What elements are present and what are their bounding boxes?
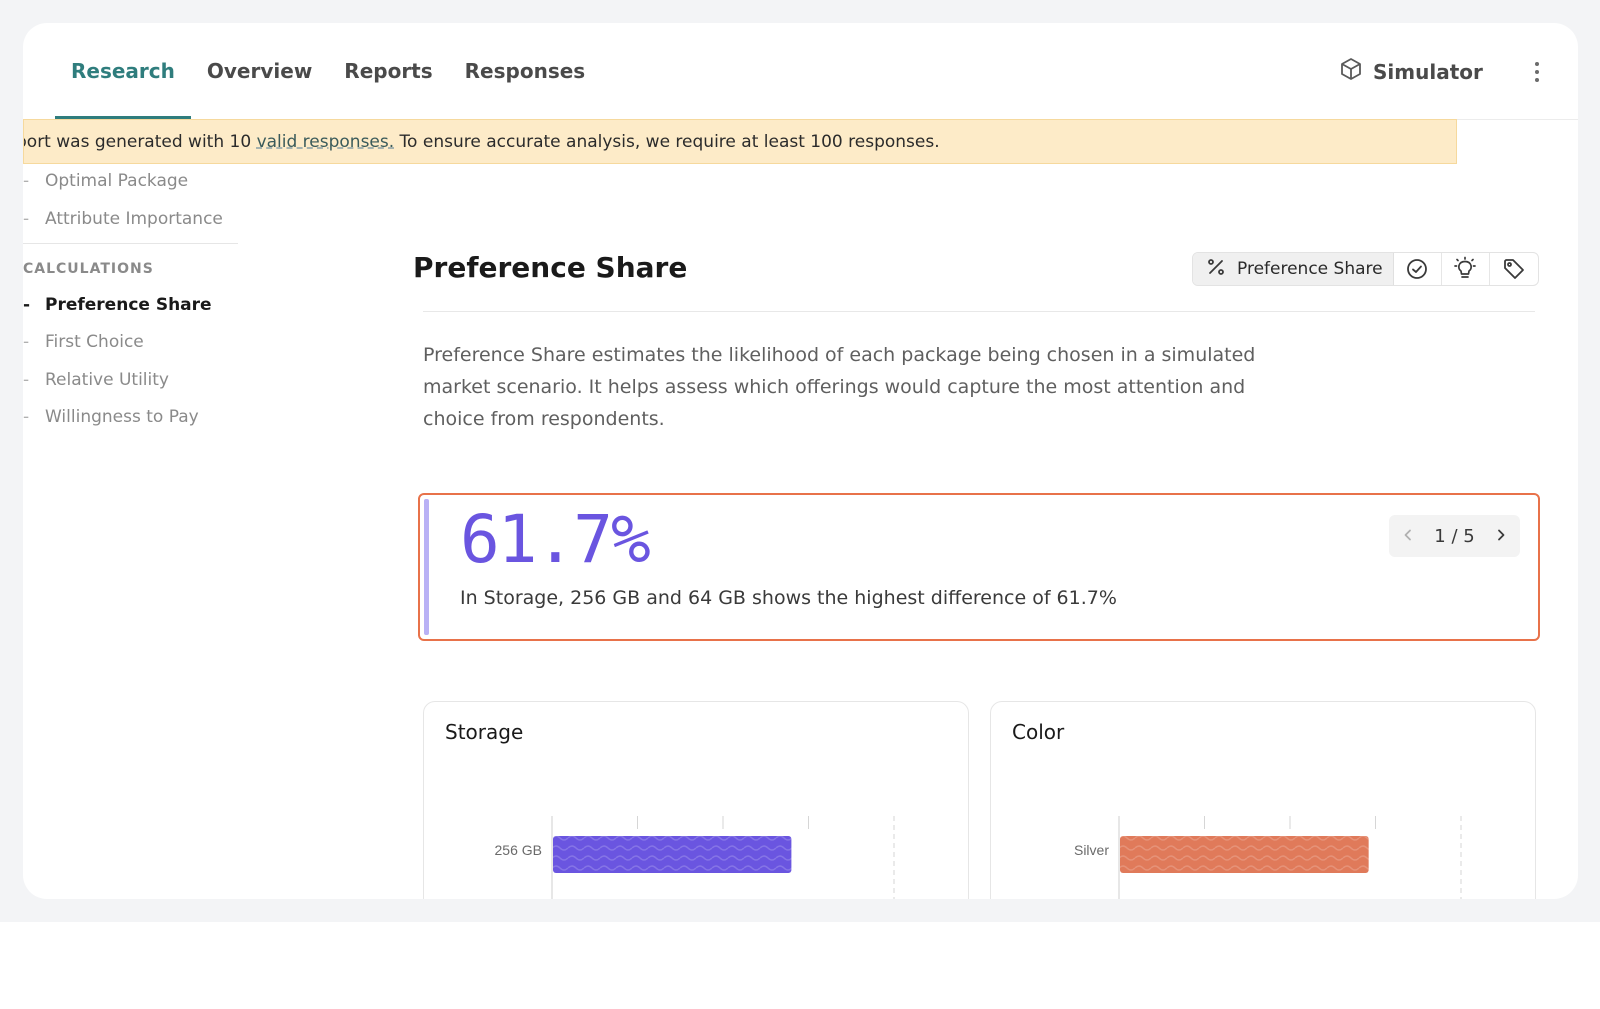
- check-circle-icon[interactable]: [1394, 253, 1442, 285]
- lightbulb-icon[interactable]: [1442, 253, 1490, 285]
- description-text: Preference Share estimates the likelihoo…: [423, 344, 1256, 430]
- chevron-left-icon[interactable]: [1401, 526, 1415, 547]
- view-toolbar: Preference Share: [1192, 252, 1539, 286]
- simulator-button[interactable]: Simulator: [1339, 57, 1483, 86]
- sidebar-item-label: First Choice: [45, 332, 144, 352]
- banner-text-start: port was generated with 10: [23, 131, 257, 152]
- chart-title: Storage: [445, 720, 524, 744]
- insight-value: 61.7%: [460, 501, 651, 578]
- category-label: 256 GB: [495, 842, 542, 858]
- sidebar-item-label: Optimal Package: [45, 171, 189, 191]
- color-chart: Silver: [1074, 816, 1462, 899]
- cube-icon: [1339, 57, 1363, 86]
- chart-title: Color: [1012, 720, 1065, 744]
- insight-accent-bar: [424, 499, 429, 635]
- sidebar-item-label: Attribute Importance: [45, 209, 223, 229]
- title-divider: [423, 311, 1535, 312]
- preference-share-view-label: Preference Share: [1237, 259, 1383, 279]
- tab-responses[interactable]: Responses: [464, 59, 586, 83]
- bar[interactable]: [1120, 836, 1369, 873]
- tag-icon[interactable]: [1490, 253, 1538, 285]
- tab-overview[interactable]: Overview: [206, 59, 313, 83]
- tab-research[interactable]: Research: [55, 23, 191, 119]
- chevron-right-icon[interactable]: [1494, 526, 1508, 547]
- sidebar-item-optimal-package[interactable]: - Optimal Package: [23, 171, 189, 191]
- report-card: Research Overview Reports Responses Simu…: [23, 23, 1578, 899]
- insight-pager: 1 / 5: [1389, 515, 1520, 557]
- sidebar-item-preference-share[interactable]: - Preference Share: [23, 295, 212, 315]
- preference-share-view-button[interactable]: Preference Share: [1193, 253, 1394, 285]
- valid-responses-link[interactable]: valid responses.: [256, 131, 395, 152]
- category-label: Silver: [1074, 842, 1109, 858]
- sidebar-divider: [23, 243, 238, 244]
- kebab-menu-icon[interactable]: [1527, 57, 1547, 87]
- pager-label: 1 / 5: [1434, 525, 1475, 547]
- tab-reports[interactable]: Reports: [344, 59, 433, 83]
- top-tabs: Research Overview Reports Responses: [55, 23, 601, 119]
- insight-card: 61.7% In Storage, 256 GB and 64 GB shows…: [418, 493, 1540, 641]
- sidebar-item-relative-utility[interactable]: - Relative Utility: [23, 370, 169, 390]
- bar[interactable]: [553, 836, 792, 873]
- page-title: Preference Share: [413, 251, 688, 284]
- sidebar-item-willingness-to-pay[interactable]: - Willingness to Pay: [23, 407, 199, 427]
- color-chart-card: Color Silver: [990, 701, 1536, 899]
- banner-text-end: To ensure accurate analysis, we require …: [394, 131, 940, 152]
- warning-banner: port was generated with 10 valid respons…: [23, 119, 1457, 164]
- insight-text: In Storage, 256 GB and 64 GB shows the h…: [460, 587, 1117, 609]
- percent-icon: [1205, 256, 1227, 283]
- sidebar-section-heading: CALCULATIONS: [23, 261, 154, 277]
- sidebar-item-label: Relative Utility: [45, 370, 169, 390]
- sidebar-item-first-choice[interactable]: - First Choice: [23, 332, 144, 352]
- sidebar-item-label: Willingness to Pay: [45, 407, 199, 427]
- storage-chart-card: Storage 256 GB: [423, 701, 969, 899]
- sidebar-item-label: Preference Share: [45, 295, 212, 315]
- simulator-label: Simulator: [1373, 59, 1483, 84]
- sidebar-item-attribute-importance[interactable]: - Attribute Importance: [23, 209, 223, 229]
- storage-chart: 256 GB: [495, 816, 895, 899]
